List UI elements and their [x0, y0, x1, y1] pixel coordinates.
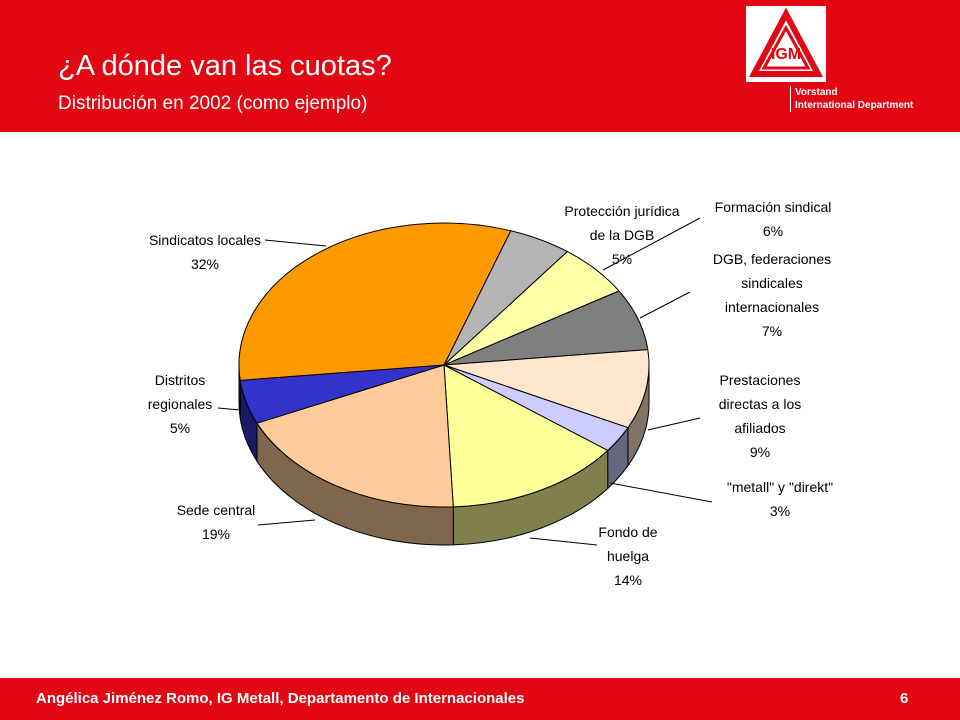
slice-label-3-line-0: Prestaciones — [720, 372, 801, 388]
footer-bar: Angélica Jiménez Romo, IG Metall, Depart… — [0, 678, 960, 720]
department-line-1: Vorstand — [795, 87, 838, 98]
pie-slice-8 — [238, 222, 512, 381]
slice-label-1: Formación sindical 6% — [715, 199, 832, 239]
slice-label-0: Protección jurídica de la DGB 5% — [564, 203, 679, 267]
leader-line-8 — [264, 239, 327, 247]
slice-label-3: Prestaciones directas a los afiliados 9% — [719, 372, 801, 460]
slice-label-6-line-1: 19% — [202, 526, 230, 542]
ig-metall-logo: IGM — [746, 6, 826, 82]
slice-label-7-line-2: 5% — [170, 420, 190, 436]
header-bar: ¿A dónde van las cuotas? Distribución en… — [0, 0, 960, 132]
footer-author: Angélica Jiménez Romo, IG Metall, Depart… — [36, 690, 525, 707]
leader-line-1 — [602, 217, 701, 271]
pie-side-walls — [238, 364, 650, 546]
slice-label-8: Sindicatos locales 32% — [149, 232, 261, 272]
logo-text: IGM — [771, 46, 801, 63]
slice-label-0-line-0: Protección jurídica — [564, 203, 679, 219]
slice-label-5-line-0: Fondo de — [598, 524, 657, 540]
slice-label-4-line-1: 3% — [770, 503, 790, 519]
page-subtitle: Distribución en 2002 (como ejemplo) — [58, 93, 368, 114]
slice-label-7-line-0: Distritos — [155, 372, 206, 388]
slice-label-6-line-0: Sede central — [177, 502, 256, 518]
pie-chart: Protección jurídica de la DGB 5% Formación … — [148, 199, 833, 588]
slice-label-7-line-1: regionales — [148, 396, 213, 412]
leader-line-6 — [257, 519, 316, 526]
slice-label-5: Fondo de huelga 14% — [598, 524, 657, 588]
leader-line-5 — [529, 537, 598, 546]
slice-label-2-line-1: sindicales — [741, 275, 802, 291]
slice-label-5-line-1: huelga — [607, 548, 649, 564]
slice-label-6: Sede central 19% — [177, 502, 256, 542]
leader-line-2 — [639, 291, 691, 319]
department-line-2: International Department — [795, 100, 914, 111]
slice-label-8-line-0: Sindicatos locales — [149, 232, 261, 248]
slice-label-3-line-2: afiliados — [734, 420, 785, 436]
pie-slice-5 — [443, 364, 609, 508]
pie-slice-3 — [443, 349, 650, 429]
slice-label-5-line-2: 14% — [614, 572, 642, 588]
leader-line-4 — [609, 482, 713, 503]
slice-label-4: "metall" y "direkt" 3% — [727, 479, 833, 519]
leader-line-7 — [217, 407, 241, 411]
slice-label-1-line-0: Formación sindical — [715, 199, 832, 215]
slice-label-2: DGB, federaciones sindicales internacional… — [713, 251, 831, 339]
slice-label-4-line-0: "metall" y "direkt" — [727, 479, 833, 495]
slice-label-7: Distritos regionales 5% — [148, 372, 213, 436]
pie-leaders — [217, 217, 713, 546]
slice-label-3-line-1: directas a los — [719, 396, 801, 412]
slice-label-3-line-3: 9% — [750, 444, 770, 460]
slice-label-2-line-0: DGB, federaciones — [713, 251, 831, 267]
slice-label-8-line-1: 32% — [191, 256, 219, 272]
pie-slice-6 — [256, 364, 454, 508]
slice-label-2-line-3: 7% — [762, 323, 782, 339]
page-number: 6 — [900, 690, 909, 707]
department-label: Vorstand International Department — [790, 86, 913, 112]
page-title: ¿A dónde van las cuotas? — [58, 50, 392, 82]
pie-top — [238, 222, 650, 508]
leader-line-3 — [647, 417, 701, 431]
slice-label-1-line-1: 6% — [763, 223, 783, 239]
slice-label-0-line-2: 5% — [612, 251, 632, 267]
slice-label-2-line-2: internacionales — [725, 299, 819, 315]
slice-label-0-line-1: de la DGB — [590, 227, 655, 243]
pie-labels: Protección jurídica de la DGB 5% Formación … — [148, 199, 833, 588]
